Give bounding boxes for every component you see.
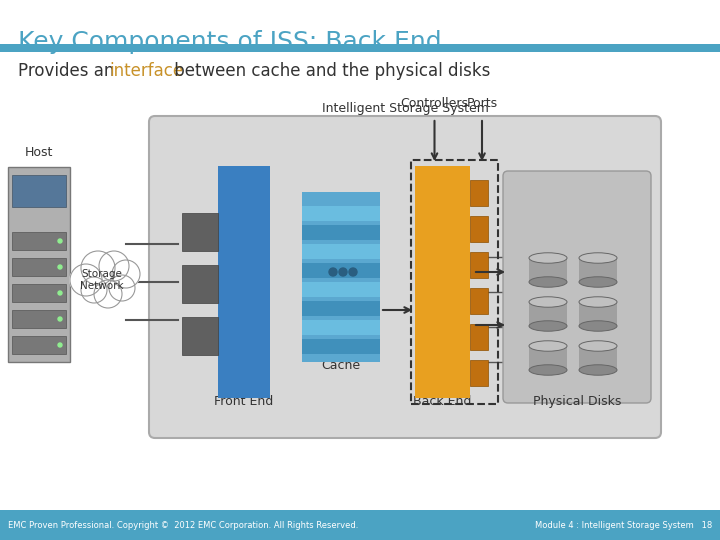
Circle shape bbox=[112, 260, 140, 288]
Bar bbox=[579, 258, 617, 282]
Bar bbox=[529, 302, 567, 326]
Bar bbox=[470, 324, 488, 350]
Bar bbox=[302, 282, 380, 297]
Bar bbox=[302, 301, 380, 316]
Circle shape bbox=[70, 264, 102, 296]
Bar bbox=[12, 175, 66, 207]
Ellipse shape bbox=[579, 321, 617, 331]
Bar bbox=[579, 302, 617, 326]
Text: Intelligent Storage System: Intelligent Storage System bbox=[322, 102, 488, 115]
Text: interface: interface bbox=[109, 62, 183, 80]
Circle shape bbox=[58, 239, 62, 243]
Circle shape bbox=[81, 277, 107, 303]
Text: Cache: Cache bbox=[321, 359, 361, 372]
Circle shape bbox=[94, 280, 122, 308]
Bar bbox=[12, 284, 66, 302]
Bar bbox=[12, 232, 66, 250]
Bar bbox=[302, 206, 380, 221]
Text: Physical Disks: Physical Disks bbox=[533, 395, 621, 408]
Bar bbox=[302, 244, 380, 259]
Bar bbox=[579, 346, 617, 370]
Ellipse shape bbox=[579, 297, 617, 307]
Bar bbox=[470, 180, 488, 206]
Bar bbox=[0, 44, 720, 52]
Text: Provides an: Provides an bbox=[18, 62, 120, 80]
Text: Host: Host bbox=[24, 146, 53, 159]
Text: Key Components of ISS: Back End: Key Components of ISS: Back End bbox=[18, 30, 441, 54]
Bar bbox=[302, 225, 380, 240]
Bar bbox=[182, 317, 218, 355]
Ellipse shape bbox=[579, 253, 617, 263]
Bar bbox=[302, 192, 380, 362]
Bar bbox=[80, 266, 134, 292]
Bar bbox=[182, 265, 218, 303]
Bar bbox=[0, 510, 720, 540]
Text: Controllers: Controllers bbox=[400, 97, 469, 110]
Circle shape bbox=[58, 317, 62, 321]
Circle shape bbox=[58, 265, 62, 269]
Circle shape bbox=[58, 343, 62, 347]
Text: Module 4 : Intelligent Storage System   18: Module 4 : Intelligent Storage System 18 bbox=[535, 521, 712, 530]
FancyBboxPatch shape bbox=[149, 116, 661, 438]
Circle shape bbox=[99, 251, 129, 281]
FancyBboxPatch shape bbox=[503, 171, 651, 403]
Bar bbox=[470, 216, 488, 242]
Bar bbox=[182, 213, 218, 251]
Circle shape bbox=[109, 275, 135, 301]
Circle shape bbox=[329, 268, 337, 276]
Circle shape bbox=[81, 251, 115, 285]
Circle shape bbox=[339, 268, 347, 276]
Ellipse shape bbox=[529, 297, 567, 307]
Bar bbox=[529, 346, 567, 370]
Ellipse shape bbox=[529, 365, 567, 375]
Ellipse shape bbox=[579, 277, 617, 287]
Bar bbox=[302, 339, 380, 354]
Bar bbox=[12, 310, 66, 328]
Text: EMC Proven Professional. Copyright ©  2012 EMC Corporation. All Rights Reserved.: EMC Proven Professional. Copyright © 201… bbox=[8, 521, 359, 530]
Ellipse shape bbox=[529, 253, 567, 263]
Bar bbox=[470, 288, 488, 314]
FancyBboxPatch shape bbox=[8, 167, 70, 362]
Bar bbox=[470, 360, 488, 386]
Text: Ports: Ports bbox=[467, 97, 498, 110]
Bar bbox=[529, 258, 567, 282]
Bar bbox=[302, 320, 380, 335]
Text: Back End: Back End bbox=[413, 395, 472, 408]
Text: between cache and the physical disks: between cache and the physical disks bbox=[169, 62, 490, 80]
Text: Storage
Network: Storage Network bbox=[80, 269, 124, 291]
Bar bbox=[218, 166, 270, 398]
Text: Front End: Front End bbox=[215, 395, 274, 408]
Bar bbox=[12, 258, 66, 276]
Ellipse shape bbox=[529, 341, 567, 351]
Bar bbox=[12, 336, 66, 354]
Ellipse shape bbox=[529, 321, 567, 331]
Bar bbox=[415, 166, 470, 398]
Circle shape bbox=[349, 268, 357, 276]
Ellipse shape bbox=[579, 365, 617, 375]
Circle shape bbox=[58, 291, 62, 295]
Bar bbox=[302, 263, 380, 278]
Ellipse shape bbox=[529, 277, 567, 287]
Ellipse shape bbox=[579, 341, 617, 351]
Bar bbox=[470, 252, 488, 278]
